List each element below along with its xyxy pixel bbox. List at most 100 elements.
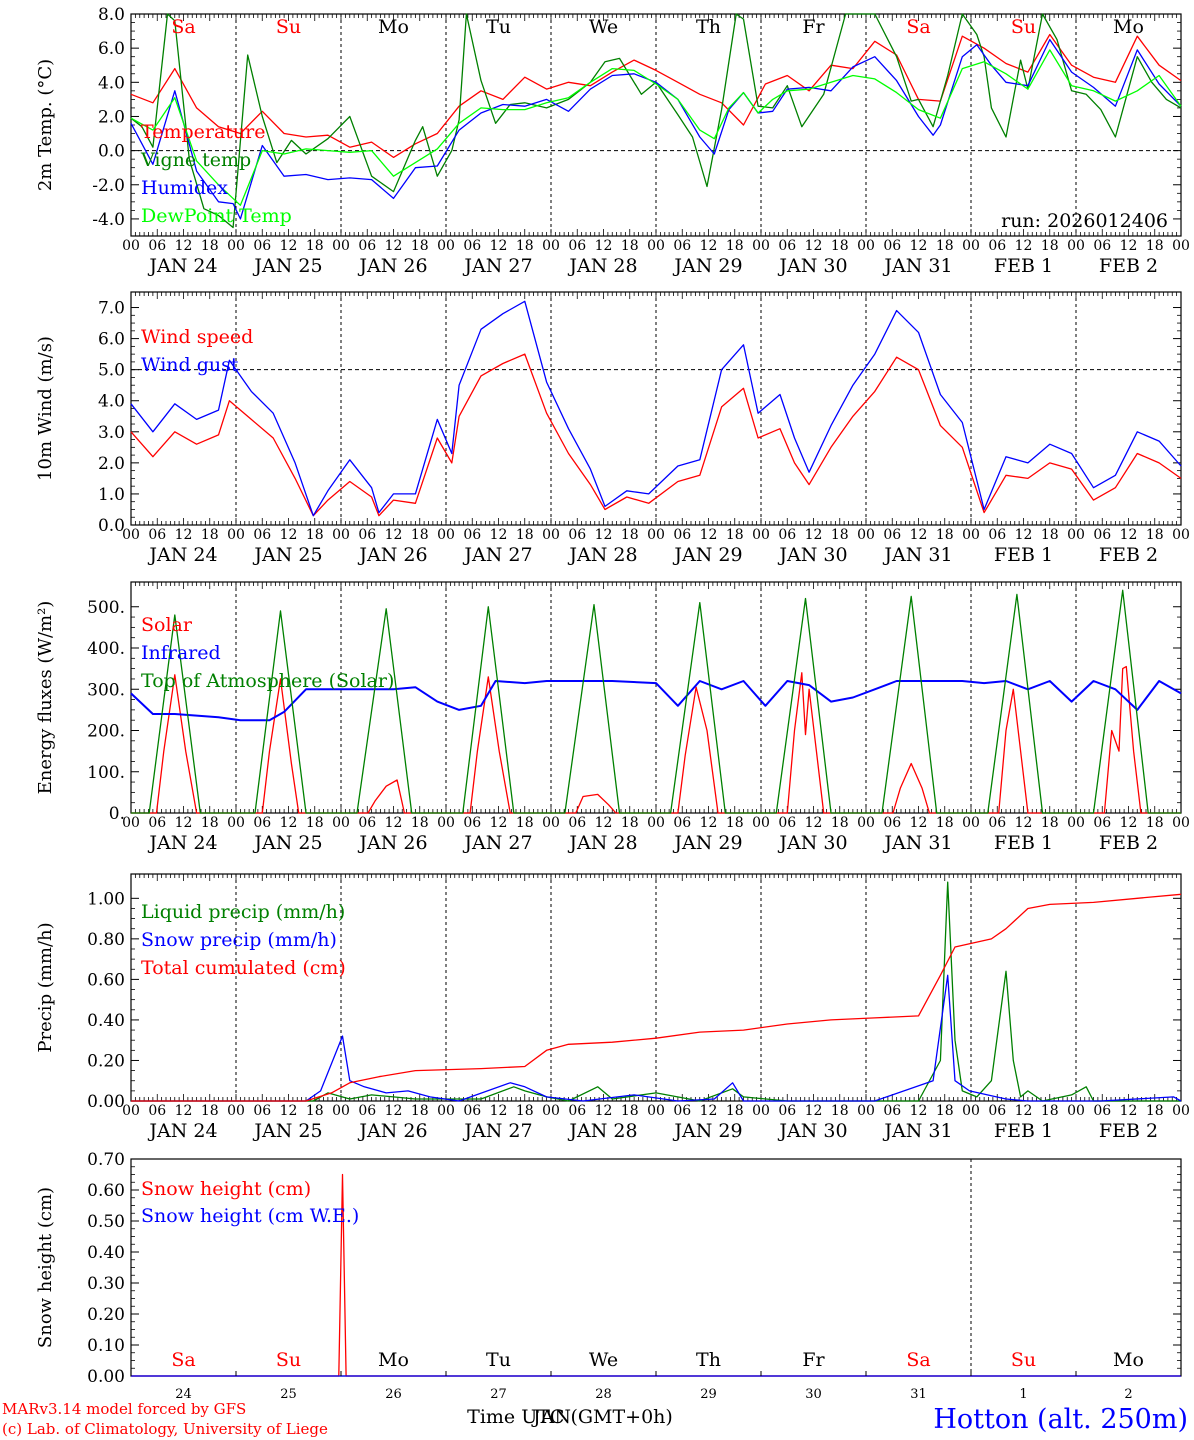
legend-entry: Humidex [141,177,228,199]
legend-entry: Infrared [141,642,221,664]
day-label: JAN 31 [882,832,952,854]
y-tick-label: 0.10 [87,1336,125,1356]
hour-tick-label: 12 [280,1103,298,1119]
y-axis-label: 10m Wind (m/s) [35,336,56,481]
day-number: 26 [385,1387,402,1402]
hour-tick-label: 00 [962,1103,980,1119]
weekday-label: Su [1011,16,1036,38]
day-label: JAN 28 [567,255,637,277]
day-label: JAN 27 [462,832,532,854]
hour-tick-label: 18 [936,238,954,254]
day-label: JAN 31 [882,1120,952,1142]
hour-tick-label: 00 [1172,527,1190,543]
hour-tick-label: 18 [516,815,534,831]
hour-tick-label: 12 [175,1103,193,1119]
day-label: FEB 2 [1099,255,1158,277]
hour-tick-label: 18 [726,238,744,254]
hour-tick-label: 00 [542,1103,560,1119]
hour-tick-label: 12 [1120,1103,1138,1119]
hour-tick-label: 06 [358,815,376,831]
hour-tick-label: 00 [857,815,875,831]
hour-tick-label: 12 [175,815,193,831]
day-label: FEB 2 [1099,544,1158,566]
y-tick-label: 0.40 [87,1011,125,1031]
hour-tick-label: 06 [463,1103,481,1119]
panel-5: 0.00 0.10 0.20 0.30 0.40 0.50 0.60 0.70 Snow hei… [35,1150,1182,1402]
weekday-label: Mo [1113,16,1144,38]
series-line [131,893,1182,1102]
hour-tick-label: 18 [726,1103,744,1119]
hour-tick-label: 12 [910,815,928,831]
hour-tick-label: 06 [253,815,271,831]
day-number: 31 [910,1387,927,1402]
hour-tick-label: 00 [227,1103,245,1119]
day-label: JAN 30 [777,1120,847,1142]
hour-tick-label: 18 [411,527,429,543]
hour-tick-label: 00 [437,238,455,254]
hour-tick-label: 06 [148,238,166,254]
day-label: JAN 25 [252,255,322,277]
y-tick-label: 6.0 [98,330,125,350]
hour-tick-label: 00 [122,527,140,543]
hour-tick-label: 06 [883,238,901,254]
hour-tick-label: 12 [595,1103,613,1119]
hour-tick-label: 06 [883,815,901,831]
hour-tick-label: 18 [621,238,639,254]
hour-tick-label: 00 [1172,815,1190,831]
day-label: FEB 2 [1099,832,1158,854]
y-tick-label: 0.00 [87,1367,125,1387]
series-line [130,13,1182,229]
hour-tick-label: 06 [568,815,586,831]
hour-tick-label: 12 [1120,527,1138,543]
day-label: JAN 26 [357,832,427,854]
hour-tick-label: 18 [621,1103,639,1119]
y-tick-label: 0.80 [87,930,125,950]
day-label: JAN 25 [252,544,322,566]
y-tick-label: 2.0 [98,107,125,127]
hour-tick-label: 00 [962,238,980,254]
day-label: JAN 26 [357,1120,427,1142]
weekday-label: Su [276,1349,301,1371]
hour-tick-label: 18 [306,815,324,831]
y-tick-label: 0.60 [87,1181,125,1201]
weekday-label: Su [1011,1349,1036,1371]
hour-tick-label: 06 [253,238,271,254]
day-number: 24 [175,1387,192,1402]
hour-tick-label: 12 [280,527,298,543]
hour-tick-label: 18 [831,238,849,254]
y-tick-label: 0.60 [87,970,125,990]
hour-tick-label: 12 [805,815,823,831]
y-axis-label: Precip (mm/h) [35,922,56,1052]
day-number: 29 [700,1387,717,1402]
hour-tick-label: 18 [1146,527,1164,543]
hour-tick-label: 18 [411,815,429,831]
hour-tick-label: 00 [332,1103,350,1119]
day-label: JAN 29 [672,255,742,277]
legend-entry: Temperature [141,121,265,143]
hour-tick-label: 00 [227,527,245,543]
y-tick-label: 400. [87,639,125,659]
hour-tick-label: 00 [857,238,875,254]
hour-tick-label: 00 [122,238,140,254]
hour-tick-label: 18 [306,527,324,543]
weekday-label: We [589,16,618,38]
y-tick-label: 3.0 [98,423,125,443]
hour-tick-label: 00 [752,1103,770,1119]
y-tick-label: 0.0 [98,516,125,536]
hour-tick-label: 06 [673,527,691,543]
hour-tick-label: 12 [280,238,298,254]
day-label: JAN 28 [567,832,637,854]
legend-entry: Wind gust [141,354,239,376]
day-label: JAN 24 [147,1120,217,1142]
weekday-label: Th [696,16,721,38]
hour-tick-label: 12 [490,527,508,543]
weekday-label: Su [276,16,301,38]
day-label: JAN 31 [882,544,952,566]
weekday-label: Sa [171,1349,195,1371]
day-label: FEB 1 [994,255,1053,277]
hour-tick-label: 00 [962,527,980,543]
day-label: JAN 28 [567,1120,637,1142]
x-axis-title: Time UTC (GMT+0h) [467,1406,673,1428]
weekday-label: Th [696,1349,721,1371]
